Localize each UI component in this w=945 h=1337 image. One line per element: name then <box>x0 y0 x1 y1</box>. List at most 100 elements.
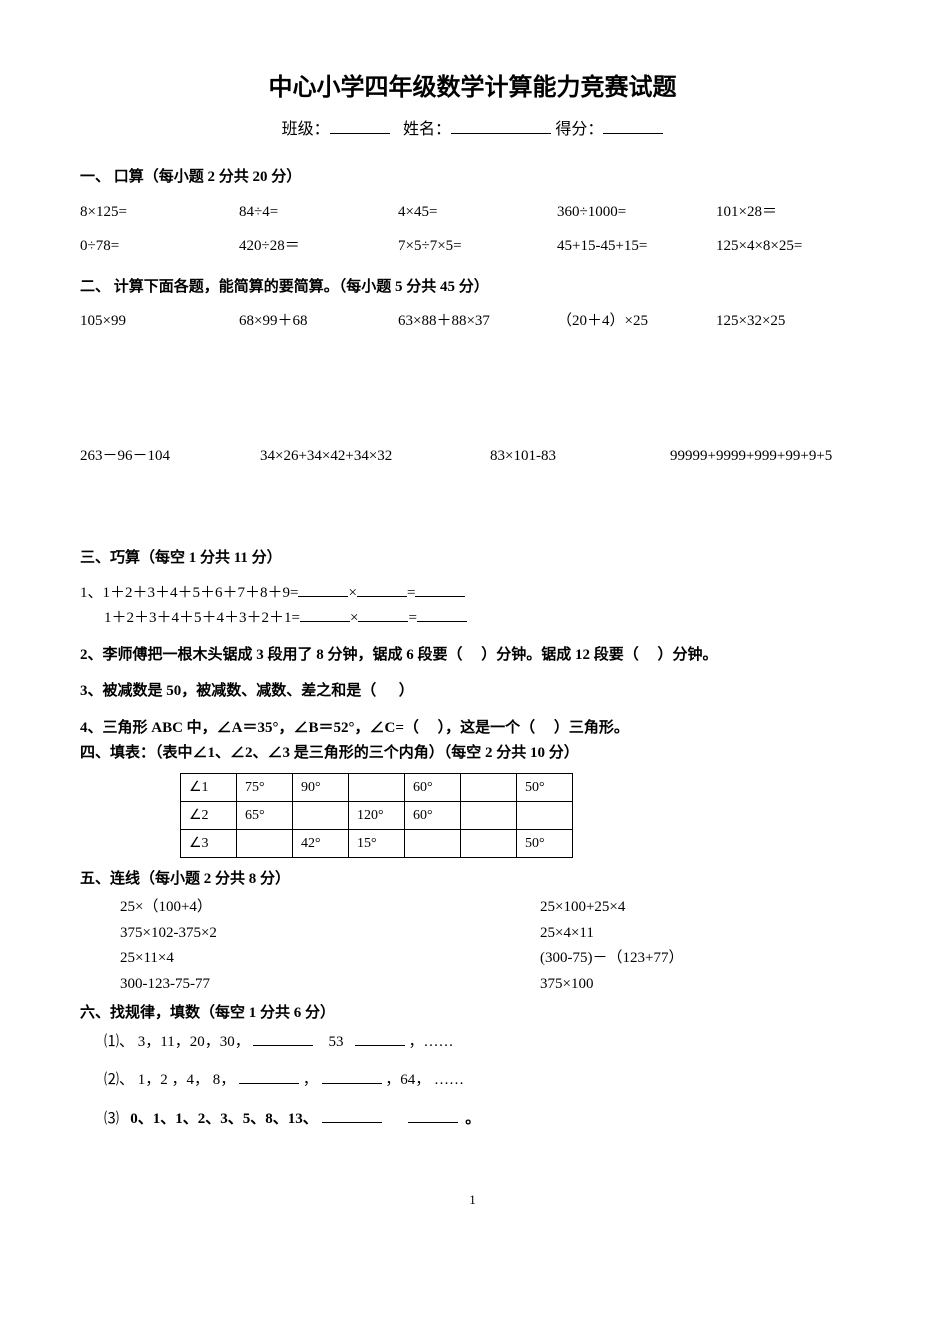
q-text: ）分钟。 <box>658 647 718 663</box>
fill-blank[interactable] <box>322 1122 382 1123</box>
table-cell: ∠1 <box>181 773 237 801</box>
s1-q: 420÷28＝ <box>239 235 388 258</box>
match-item[interactable]: 375×100 <box>540 973 865 996</box>
class-blank[interactable] <box>330 133 390 134</box>
q-text: 3、被减数是 50，被减数、减数、差之和是（ <box>80 683 376 699</box>
q-text: 53 <box>328 1034 343 1050</box>
q-text: ） <box>399 683 414 699</box>
table-cell: 50° <box>517 773 573 801</box>
times-sign: × <box>348 585 356 601</box>
q-text: ，64， …… <box>385 1072 464 1088</box>
fill-blank[interactable] <box>417 621 467 622</box>
fill-blank[interactable] <box>239 1083 299 1084</box>
fill-blank[interactable] <box>415 596 465 597</box>
match-item[interactable]: 25×100+25×4 <box>540 896 865 919</box>
table-cell: 120° <box>349 801 405 829</box>
s1-row2: 0÷78= 420÷28＝ 7×5÷7×5= 45+15-45+15= 125×… <box>80 235 865 258</box>
table-cell[interactable] <box>237 829 293 857</box>
name-blank[interactable] <box>451 133 551 134</box>
s2-q: （20＋4）×25 <box>557 310 706 333</box>
fill-blank[interactable] <box>357 596 407 597</box>
s2-q: 83×101-83 <box>490 445 640 468</box>
q-text: ⑴、 3，11，20，30， <box>104 1034 250 1050</box>
score-blank[interactable] <box>603 133 663 134</box>
section-3-head: 三、巧算（每空 1 分共 11 分） <box>80 547 865 570</box>
match-item[interactable]: 375×102-375×2 <box>120 922 540 945</box>
fill-blank[interactable] <box>408 1122 458 1123</box>
q-text: 1、1＋2＋3＋4＋5＋6＋7＋8＋9= <box>80 585 298 601</box>
eq-sign: = <box>407 585 415 601</box>
section-2-head: 二、 计算下面各题，能简算的要简算。（每小题 5 分共 45 分） <box>80 276 865 299</box>
q-text: ⑶ <box>104 1111 119 1127</box>
class-label: 班级： <box>282 121 330 138</box>
score-label: 得分： <box>555 121 603 138</box>
fill-blank[interactable] <box>322 1083 382 1084</box>
table-cell: 42° <box>293 829 349 857</box>
work-space <box>80 479 865 529</box>
match-item[interactable]: 25×4×11 <box>540 922 865 945</box>
student-info-line: 班级： 姓名： 得分： <box>80 118 865 142</box>
s1-q: 8×125= <box>80 201 229 224</box>
s3-q3: 3、被减数是 50，被减数、减数、差之和是（ ） <box>80 680 865 703</box>
table-cell[interactable] <box>461 801 517 829</box>
s2-row2: 263－96－104 34×26+34×42+34×32 83×101-83 9… <box>80 445 865 468</box>
s2-row1: 105×99 68×99＋68 63×88＋88×37 （20＋4）×25 12… <box>80 310 865 333</box>
s1-q: 84÷4= <box>239 201 388 224</box>
s1-q: 0÷78= <box>80 235 229 258</box>
table-row: ∠3 42° 15° 50° <box>181 829 573 857</box>
match-right-col: 25×100+25×4 25×4×11 (300-75)－（123+77） 37… <box>540 893 865 998</box>
table-cell[interactable] <box>293 801 349 829</box>
s2-q: 125×32×25 <box>716 310 865 333</box>
eq-sign: = <box>408 610 416 626</box>
angles-table: ∠1 75° 90° 60° 50° ∠2 65° 120° 60° ∠3 42… <box>180 773 573 858</box>
fill-blank[interactable] <box>358 621 408 622</box>
table-cell: 90° <box>293 773 349 801</box>
table-cell: 65° <box>237 801 293 829</box>
s2-q: 99999+9999+999+99+9+5 <box>670 445 832 468</box>
s3-q1a: 1、1＋2＋3＋4＋5＋6＋7＋8＋9= × = <box>80 582 865 605</box>
s2-q: 68×99＋68 <box>239 310 388 333</box>
comma: ， <box>303 1072 318 1088</box>
table-cell[interactable] <box>461 829 517 857</box>
match-item[interactable]: 25×（100+4） <box>120 896 540 919</box>
s3-q1b: 1＋2＋3＋4＋5＋4＋3＋2＋1=×= <box>104 607 865 630</box>
q-text: ），这是一个（ <box>438 720 536 736</box>
match-left-col: 25×（100+4） 375×102-375×2 25×11×4 300-123… <box>120 893 540 998</box>
fill-blank[interactable] <box>300 621 350 622</box>
table-cell: 60° <box>405 773 461 801</box>
table-cell: 75° <box>237 773 293 801</box>
s1-q: 4×45= <box>398 201 547 224</box>
match-item[interactable]: 300-123-75-77 <box>120 973 540 996</box>
table-cell: 50° <box>517 829 573 857</box>
table-cell[interactable] <box>349 773 405 801</box>
match-item[interactable]: (300-75)－（123+77） <box>540 947 865 970</box>
q-text: 2、李师傅把一根木头锯成 3 段用了 8 分钟，锯成 6 段要（ <box>80 647 463 663</box>
table-cell: ∠2 <box>181 801 237 829</box>
s1-q: 101×28＝ <box>716 201 865 224</box>
table-cell[interactable] <box>461 773 517 801</box>
fill-blank[interactable] <box>298 596 348 597</box>
s1-q: 125×4×8×25= <box>716 235 865 258</box>
match-block: 25×（100+4） 375×102-375×2 25×11×4 300-123… <box>120 893 865 998</box>
q-text: ⑵、 1，2 ，4， 8， <box>104 1072 235 1088</box>
s1-row1: 8×125= 84÷4= 4×45= 360÷1000= 101×28＝ <box>80 201 865 224</box>
s2-q: 105×99 <box>80 310 229 333</box>
q-text: ）三角形。 <box>554 720 629 736</box>
s6-q3: ⑶ 0、1、1、2、3、5、8、13、 。 <box>104 1108 865 1131</box>
fill-blank[interactable] <box>355 1045 405 1046</box>
table-cell[interactable] <box>405 829 461 857</box>
s1-q: 360÷1000= <box>557 201 706 224</box>
section-6-head: 六、找规律，填数（每空 1 分共 6 分） <box>80 1002 865 1025</box>
section-5-head: 五、连线（每小题 2 分共 8 分） <box>80 868 865 891</box>
s1-q: 45+15-45+15= <box>557 235 706 258</box>
match-item[interactable]: 25×11×4 <box>120 947 540 970</box>
q-text: ，…… <box>408 1034 453 1050</box>
q-text: 。 <box>465 1111 480 1127</box>
table-row: ∠2 65° 120° 60° <box>181 801 573 829</box>
section-1-head: 一、 口算（每小题 2 分共 20 分） <box>80 166 865 189</box>
s6-q2: ⑵、 1，2 ，4， 8， ， ，64， …… <box>104 1069 865 1092</box>
q-text: ）分钟。锯成 12 段要（ <box>481 647 639 663</box>
table-cell[interactable] <box>517 801 573 829</box>
name-label: 姓名： <box>403 121 451 138</box>
fill-blank[interactable] <box>253 1045 313 1046</box>
